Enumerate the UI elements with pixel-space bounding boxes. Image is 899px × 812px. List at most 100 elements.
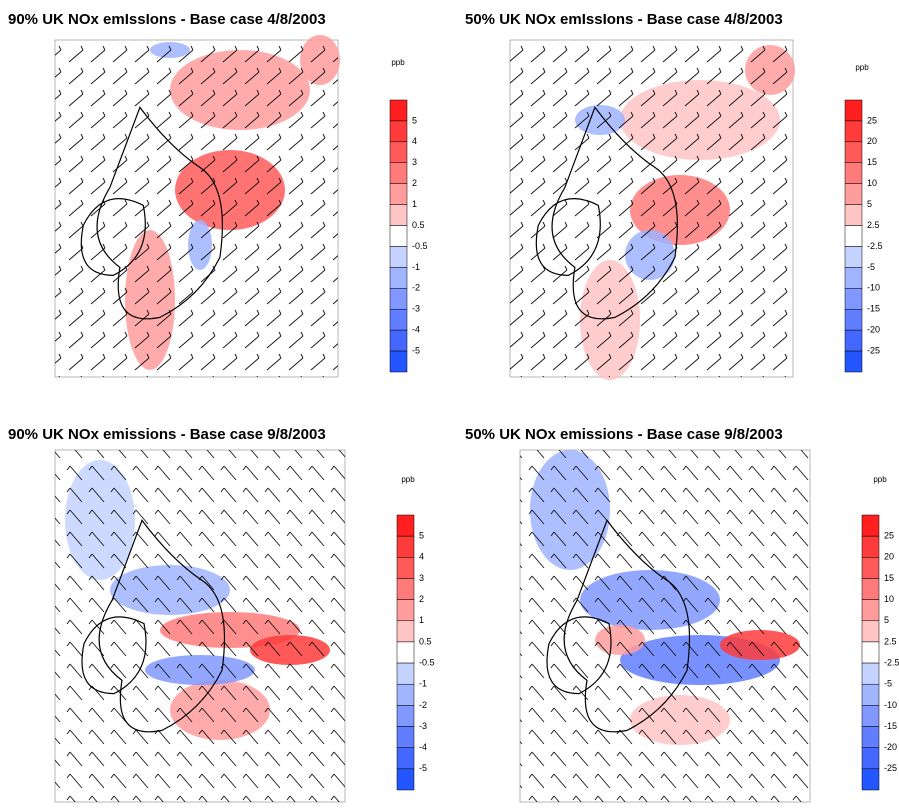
wind-vectors (510, 40, 793, 377)
colorbar-swatch (861, 641, 880, 664)
colorbar-label: -15 (867, 304, 880, 314)
colorbar-label: -15 (884, 721, 897, 731)
colorbar-swatch (844, 308, 863, 331)
colorbar-swatch (396, 705, 415, 727)
colorbar-swatch (396, 726, 415, 748)
colorbar-label: -2.5 (867, 241, 883, 251)
colorbar-swatch (844, 162, 863, 184)
colorbar-label: -5 (867, 262, 875, 272)
colorbar-swatch (396, 662, 415, 685)
map (509, 39, 795, 380)
colorbar-label: -20 (867, 325, 880, 335)
colorbar-label: 15 (884, 573, 894, 583)
colorbar-label: -5 (419, 763, 427, 773)
colorbar-swatch (389, 246, 408, 268)
colorbar-label: -4 (412, 325, 420, 335)
colorbar-label: 0.5 (412, 220, 425, 230)
coastline (535, 106, 678, 320)
colorbar-label: -1 (419, 679, 427, 689)
panel-title: 90% UK NOx emIssIons - Base case 4/8/200… (8, 11, 326, 28)
colorbar-swatch (861, 535, 880, 558)
colorbar-swatch (396, 514, 415, 537)
panel-title: 50% UK NOx emIssIons - Base case 4/8/200… (465, 11, 783, 28)
unit-label: ppb (855, 63, 869, 72)
colorbar-label: -25 (884, 763, 897, 773)
colorbar-swatch (396, 557, 415, 579)
colorbar-label: 25 (884, 531, 894, 541)
colorbar-label: 25 (867, 115, 877, 125)
colorbar-label: 5 (419, 531, 424, 541)
colorbar-swatch (396, 747, 415, 770)
wind-vectors (55, 450, 345, 802)
colorbar-swatch (389, 267, 408, 289)
coastline (80, 106, 223, 320)
colorbar-swatch (861, 620, 880, 643)
colorbar-swatch (844, 225, 863, 247)
colorbar-swatch (861, 578, 880, 600)
colorbar-label: -10 (867, 283, 880, 293)
colorbar-label: 5 (884, 615, 889, 625)
colorbar-swatch (844, 246, 863, 268)
colorbar-label: 20 (867, 136, 877, 146)
colorbar-swatch (396, 620, 415, 643)
colorbar-label: -10 (884, 700, 897, 710)
colorbar-swatch (844, 183, 863, 205)
colorbar-swatch (844, 288, 863, 310)
colorbar-label: -1 (412, 262, 420, 272)
map (54, 449, 346, 803)
colorbar-swatch (861, 683, 880, 706)
colorbar-swatch (861, 662, 880, 685)
colorbar-swatch (389, 120, 408, 143)
colorbar-label: -2 (412, 283, 420, 293)
colorbar-swatch (861, 705, 880, 727)
colorbar-label: -3 (419, 721, 427, 731)
colorbar-label: -5 (412, 345, 420, 355)
map (519, 449, 811, 803)
colorbar-label: -25 (867, 345, 880, 355)
colorbar-label: 5 (412, 115, 417, 125)
colorbar-label: -4 (419, 742, 427, 752)
colorbar-swatch (389, 329, 408, 352)
colorbar-swatch (861, 768, 880, 791)
colorbar-swatch (396, 578, 415, 600)
colorbar-label: 2.5 (867, 220, 880, 230)
colorbar-label: 4 (412, 136, 417, 146)
colorbar-swatch (861, 747, 880, 770)
coastline (81, 519, 226, 733)
colorbar-swatch (389, 288, 408, 310)
colorbar-label: -20 (884, 742, 897, 752)
colorbar-swatch (861, 726, 880, 748)
colorbar-swatch (389, 308, 408, 331)
unit-label: ppb (401, 475, 415, 484)
panel-title: 50% UK NOx emissions - Base case 9/8/200… (465, 426, 783, 443)
colorbar-swatch (389, 350, 408, 373)
colorbar-swatch (396, 768, 415, 791)
colorbar-label: 3 (419, 573, 424, 583)
colorbar-label: -2 (419, 700, 427, 710)
colorbar-label: 10 (867, 178, 877, 188)
colorbar-swatch (389, 183, 408, 205)
colorbar-swatch (389, 141, 408, 164)
colorbar-swatch (389, 162, 408, 184)
colorbar-label: -0.5 (419, 657, 435, 667)
colorbar-label: 4 (419, 552, 424, 562)
colorbar-swatch (389, 225, 408, 247)
colorbar-label: 15 (867, 157, 877, 167)
panel-title: 90% UK NOx emissions - Base case 9/8/200… (8, 426, 326, 443)
colorbar-label: 3 (412, 157, 417, 167)
colorbar-swatch (861, 599, 880, 622)
colorbar-label: 1 (419, 615, 424, 625)
colorbar-label: -5 (884, 679, 892, 689)
unit-label: ppb (391, 58, 405, 67)
wind-vectors (55, 40, 338, 377)
colorbar-label: 2 (412, 178, 417, 188)
colorbar-swatch (396, 683, 415, 706)
colorbar-label: 1 (412, 199, 417, 209)
colorbar-label: -3 (412, 304, 420, 314)
colorbar-swatch (844, 120, 863, 143)
colorbar-swatch (844, 204, 863, 226)
coastline (546, 519, 691, 733)
colorbar-label: 10 (884, 594, 894, 604)
colorbar-swatch (844, 267, 863, 289)
